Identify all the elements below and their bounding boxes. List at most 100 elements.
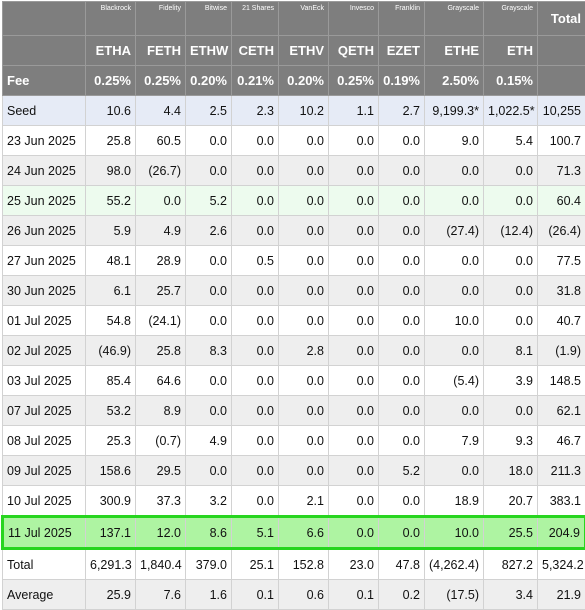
row-label: 11 Jul 2025 — [3, 517, 86, 549]
flow-cell: 0.0 — [484, 156, 538, 186]
flow-cell: 0.0 — [232, 216, 279, 246]
row-total-cell: 148.5 — [538, 366, 585, 396]
flow-cell: 25.1 — [232, 549, 279, 580]
flow-cell: 0.0 — [379, 216, 425, 246]
flow-cell: 6.1 — [86, 276, 136, 306]
row-total-cell: 10,255 — [538, 96, 585, 126]
flow-cell: 0.0 — [379, 486, 425, 517]
flow-cell: 379.0 — [186, 549, 232, 580]
row-total-cell: 31.8 — [538, 276, 585, 306]
flow-cell: 0.0 — [379, 276, 425, 306]
flow-cell: 0.0 — [329, 246, 379, 276]
row-total-cell: 60.4 — [538, 186, 585, 216]
flow-cell: (27.4) — [425, 216, 484, 246]
flow-cell: 1.6 — [186, 580, 232, 610]
flow-cell: 55.2 — [86, 186, 136, 216]
flow-cell: 0.0 — [379, 126, 425, 156]
flow-cell: 0.0 — [379, 517, 425, 549]
flow-cell: 0.0 — [329, 517, 379, 549]
flow-cell: 0.0 — [379, 366, 425, 396]
issuer-label: Franklin — [379, 2, 425, 36]
flow-cell: 0.0 — [186, 246, 232, 276]
flow-cell: 85.4 — [86, 366, 136, 396]
flow-cell: 9.3 — [484, 426, 538, 456]
flow-cell: 0.0 — [232, 366, 279, 396]
flow-cell: 0.1 — [329, 580, 379, 610]
ticker-label: EZET — [379, 36, 425, 66]
flow-cell: 0.0 — [279, 126, 329, 156]
row-total-cell: 204.9 — [538, 517, 585, 549]
flow-cell: 8.3 — [186, 336, 232, 366]
flow-cell: 0.0 — [379, 336, 425, 366]
flow-cell: 18.9 — [425, 486, 484, 517]
flow-cell: 0.0 — [136, 186, 186, 216]
flow-cell: 23.0 — [329, 549, 379, 580]
flow-cell: 0.0 — [329, 486, 379, 517]
flow-cell: 0.0 — [279, 186, 329, 216]
flow-cell: 0.0 — [379, 156, 425, 186]
flow-cell: 0.0 — [186, 306, 232, 336]
flow-cell: 4.4 — [136, 96, 186, 126]
issuer-label: Grayscale — [484, 2, 538, 36]
flow-cell: 827.2 — [484, 549, 538, 580]
flow-cell: 20.7 — [484, 486, 538, 517]
ticker-label: CETH — [232, 36, 279, 66]
flow-cell: 0.0 — [232, 186, 279, 216]
flow-cell: 0.0 — [425, 156, 484, 186]
row-total-cell: 100.7 — [538, 126, 585, 156]
flow-cell: 0.0 — [329, 396, 379, 426]
ticker-label: ETHV — [279, 36, 329, 66]
row-total-cell: 46.7 — [538, 426, 585, 456]
flow-cell: 0.0 — [186, 276, 232, 306]
flow-cell: 0.0 — [186, 456, 232, 486]
flow-cell: (17.5) — [425, 580, 484, 610]
flow-cell: 8.6 — [186, 517, 232, 549]
flow-cell: 10.6 — [86, 96, 136, 126]
flow-cell: 8.9 — [136, 396, 186, 426]
flow-cell: 300.9 — [86, 486, 136, 517]
flow-cell: 48.1 — [86, 246, 136, 276]
flow-cell: 0.0 — [186, 156, 232, 186]
ticker-label: QETH — [329, 36, 379, 66]
flow-cell: 10.0 — [425, 517, 484, 549]
fee-value: 0.25% — [329, 66, 379, 96]
flow-cell: 3.2 — [186, 486, 232, 517]
row-label: Total — [3, 549, 86, 580]
flow-cell: 0.0 — [279, 246, 329, 276]
flow-cell: 25.8 — [86, 126, 136, 156]
flow-cell: 47.8 — [379, 549, 425, 580]
total-column-blank — [538, 36, 585, 66]
flow-cell: 7.9 — [425, 426, 484, 456]
flow-cell: 0.0 — [329, 276, 379, 306]
flow-cell: 60.5 — [136, 126, 186, 156]
flow-cell: 0.0 — [425, 186, 484, 216]
row-total-cell: 211.3 — [538, 456, 585, 486]
flow-cell: 0.0 — [232, 156, 279, 186]
flow-cell: (26.7) — [136, 156, 186, 186]
fee-value: 0.25% — [86, 66, 136, 96]
flow-cell: 8.1 — [484, 336, 538, 366]
flow-cell: 5.2 — [186, 186, 232, 216]
flow-cell: 0.0 — [329, 216, 379, 246]
flow-cell: 6.6 — [279, 517, 329, 549]
flow-cell: 0.0 — [279, 426, 329, 456]
flow-cell: 0.0 — [379, 396, 425, 426]
flow-cell: 0.0 — [279, 156, 329, 186]
flow-cell: 0.0 — [232, 456, 279, 486]
row-total-cell: (26.4) — [538, 216, 585, 246]
flow-cell: 0.5 — [232, 246, 279, 276]
fee-value: 0.20% — [186, 66, 232, 96]
row-label: 03 Jul 2025 — [3, 366, 86, 396]
flow-cell: 0.0 — [232, 426, 279, 456]
issuer-label: Fidelity — [136, 2, 186, 36]
flow-cell: 0.6 — [279, 580, 329, 610]
flow-cell: 9,199.3* — [425, 96, 484, 126]
ticker-label: ETHW — [186, 36, 232, 66]
flow-cell: 158.6 — [86, 456, 136, 486]
issuer-label: Invesco — [329, 2, 379, 36]
